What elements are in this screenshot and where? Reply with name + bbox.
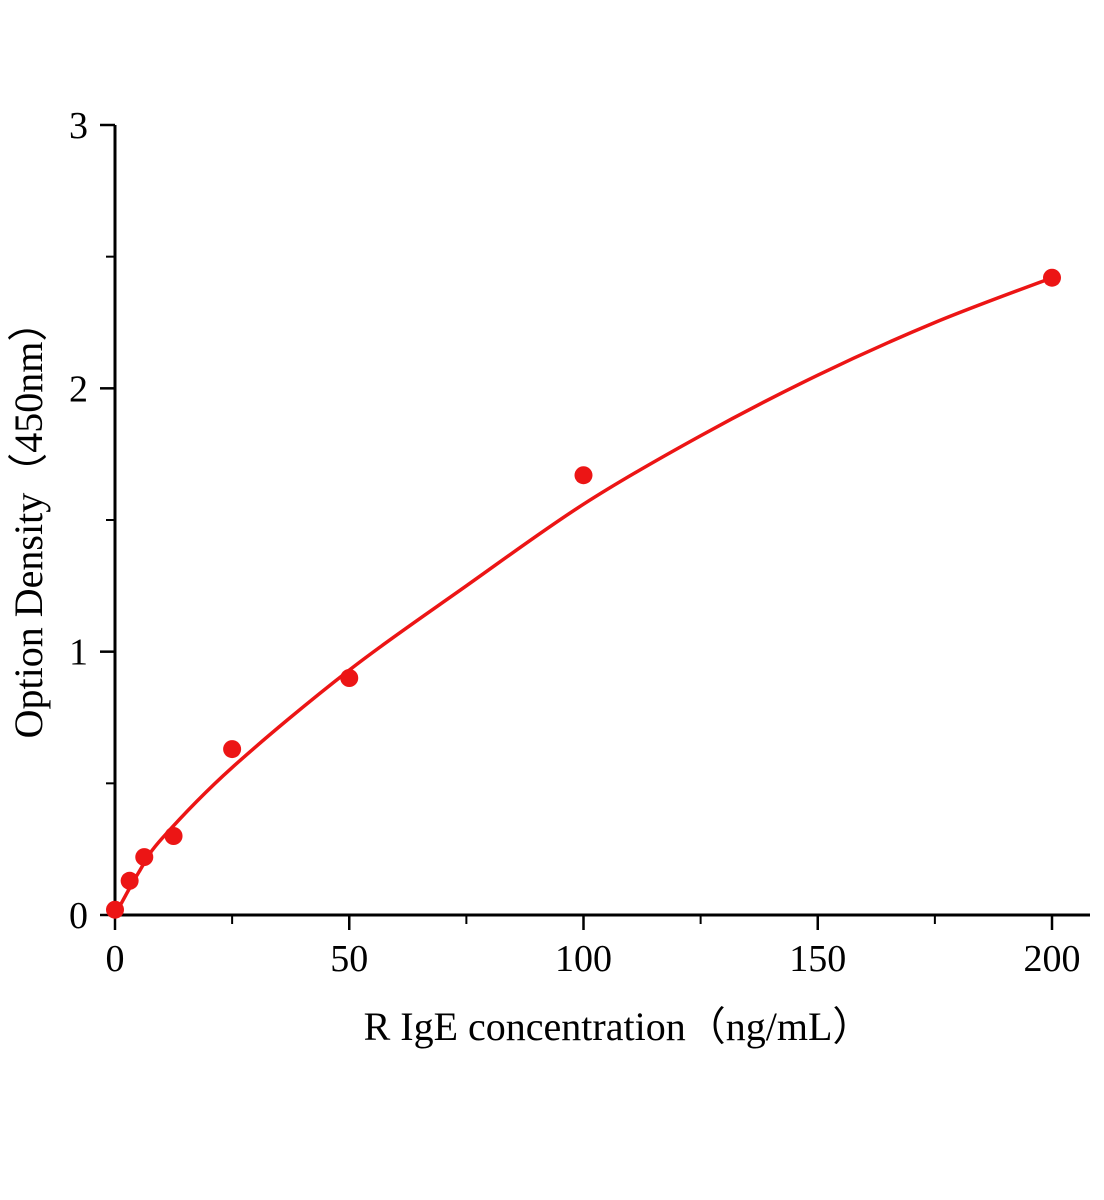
x-axis-title: R IgE concentration（ng/mL） xyxy=(364,1004,873,1049)
plot-layer xyxy=(106,268,1061,919)
data-point xyxy=(120,871,139,890)
data-point xyxy=(135,848,154,867)
y-tick-label: 1 xyxy=(69,632,88,674)
y-tick-label: 2 xyxy=(69,368,88,410)
data-point xyxy=(574,466,593,485)
x-tick-label: 0 xyxy=(106,938,125,980)
data-point xyxy=(106,900,124,919)
x-tick-label: 200 xyxy=(1024,938,1081,980)
y-tick-label: 3 xyxy=(69,105,88,147)
data-point xyxy=(223,740,242,759)
data-point xyxy=(164,827,183,845)
x-tick-label: 100 xyxy=(555,938,612,980)
y-tick-label: 0 xyxy=(69,895,88,937)
axes-layer: 0 50 100 150 200 0 1 2 3 xyxy=(69,105,1090,980)
fit-curve xyxy=(113,275,1054,917)
x-tick-label: 50 xyxy=(330,938,368,980)
data-point xyxy=(1043,268,1061,287)
y-axis-title: Option Density（450nm） xyxy=(6,302,51,739)
axis-spines xyxy=(113,125,1090,917)
data-point xyxy=(340,669,359,687)
x-tick-label: 150 xyxy=(789,938,846,980)
